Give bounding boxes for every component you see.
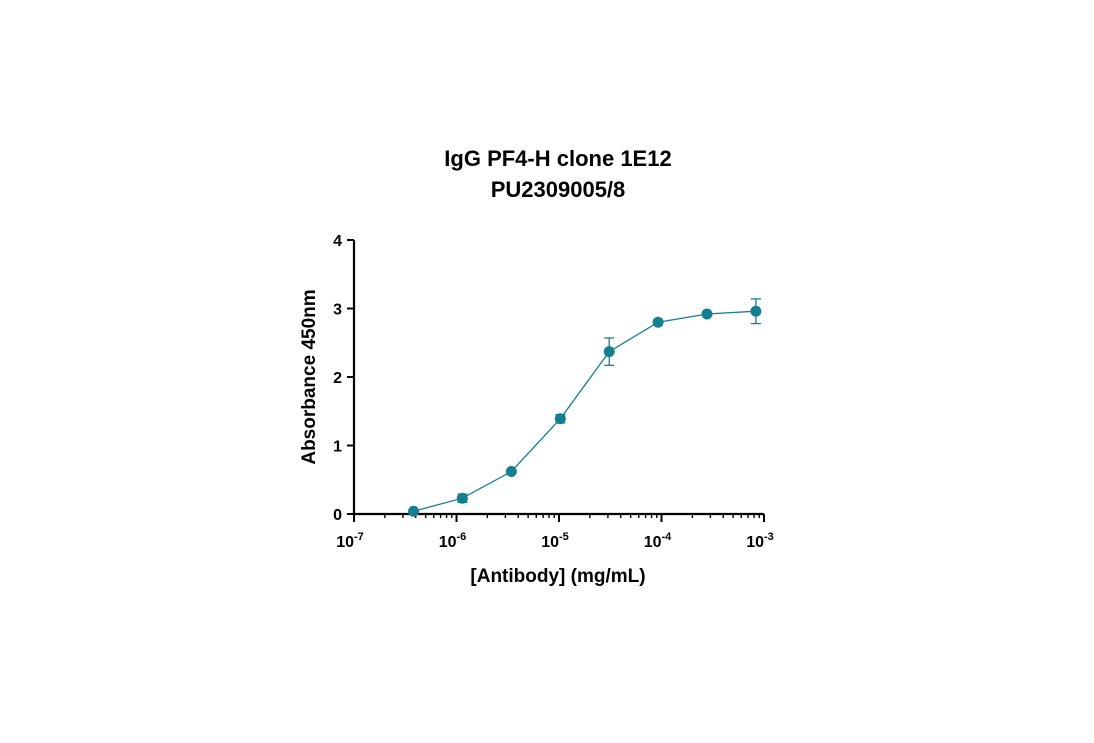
chart-title: IgG PF4-H clone 1E12 bbox=[444, 146, 671, 171]
y-tick-label: 0 bbox=[333, 507, 342, 524]
x-tick-exponent: -4 bbox=[662, 531, 673, 543]
x-tick-base: 10 bbox=[439, 534, 457, 551]
x-tick-base: 10 bbox=[336, 534, 354, 551]
data-point bbox=[750, 305, 762, 317]
y-ticks: 0 1 2 3 4 bbox=[333, 233, 354, 524]
x-tick-exponent: -5 bbox=[559, 531, 569, 543]
y-tick-label: 4 bbox=[333, 233, 342, 250]
data-point bbox=[554, 413, 566, 425]
x-ticks: 10-7 10-6 10-5 10-4 10-3 bbox=[336, 514, 774, 551]
data-point bbox=[456, 492, 468, 504]
x-tick-exponent: -6 bbox=[457, 531, 467, 543]
x-tick-label: 10-3 bbox=[746, 531, 774, 551]
plot-area bbox=[408, 298, 762, 517]
x-tick-base: 10 bbox=[746, 534, 764, 551]
series-line bbox=[413, 310, 756, 512]
chart-subtitle: PU2309005/8 bbox=[491, 177, 626, 202]
x-tick-exponent: -3 bbox=[764, 531, 774, 543]
data-point bbox=[652, 316, 664, 328]
x-tick-base: 10 bbox=[541, 534, 559, 551]
x-tick-label: 10-4 bbox=[644, 531, 672, 551]
x-tick-label: 10-5 bbox=[541, 531, 569, 551]
x-tick-label: 10-6 bbox=[439, 531, 467, 551]
x-tick-base: 10 bbox=[644, 534, 662, 551]
x-axis-label: [Antibody] (mg/mL) bbox=[470, 566, 645, 587]
data-point bbox=[505, 466, 517, 478]
data-point bbox=[603, 346, 615, 358]
x-tick-exponent: -7 bbox=[354, 531, 364, 543]
y-axis-label: Absorbance 450nm bbox=[299, 289, 320, 464]
data-point bbox=[701, 308, 713, 320]
y-tick-label: 2 bbox=[333, 370, 342, 387]
data-point bbox=[408, 505, 420, 517]
y-tick-label: 1 bbox=[333, 439, 342, 456]
y-tick-label: 3 bbox=[333, 302, 342, 319]
x-tick-label: 10-7 bbox=[336, 531, 364, 551]
